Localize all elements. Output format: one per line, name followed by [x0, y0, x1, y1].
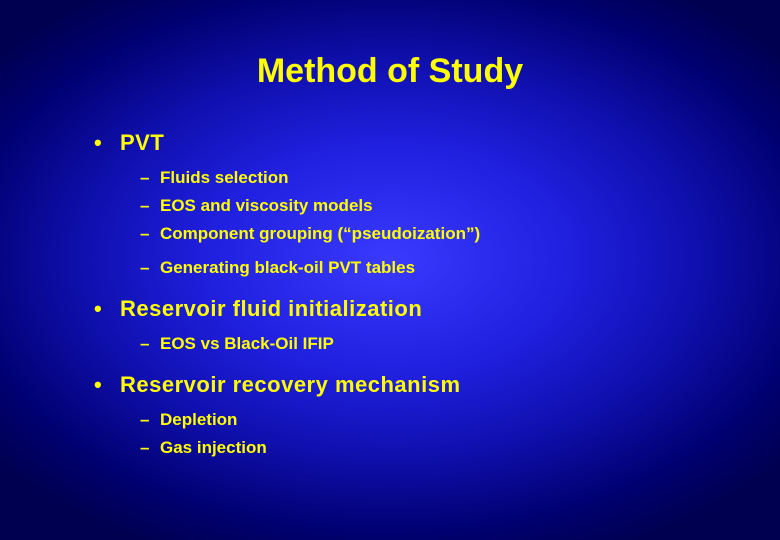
- sub-bullet: –Depletion: [140, 406, 720, 434]
- section-heading: Reservoir recovery mechanism: [120, 372, 461, 397]
- sub-bullet: –Component grouping (“pseudoization”): [140, 220, 720, 248]
- sub-item-text: EOS and viscosity models: [160, 196, 373, 215]
- bullet-dot-icon: •: [94, 296, 120, 322]
- sub-list: –Depletion –Gas injection: [140, 406, 720, 462]
- section-recovery-mech: •Reservoir recovery mechanism –Depletion…: [94, 372, 720, 462]
- section-heading: Reservoir fluid initialization: [120, 296, 422, 321]
- section-pvt: •PVT –Fluids selection –EOS and viscosit…: [94, 130, 720, 282]
- main-bullet: •Reservoir recovery mechanism: [94, 372, 720, 398]
- sub-item-text: Fluids selection: [160, 168, 288, 187]
- sub-bullet: –Fluids selection: [140, 164, 720, 192]
- main-bullet: •Reservoir fluid initialization: [94, 296, 720, 322]
- bullet-dot-icon: •: [94, 372, 120, 398]
- section-reservoir-init: •Reservoir fluid initialization –EOS vs …: [94, 296, 720, 358]
- sub-item-text: Gas injection: [160, 438, 267, 457]
- sub-bullet: –Generating black-oil PVT tables: [140, 254, 720, 282]
- dash-icon: –: [140, 164, 160, 192]
- dash-icon: –: [140, 406, 160, 434]
- dash-icon: –: [140, 220, 160, 248]
- section-heading: PVT: [120, 130, 164, 155]
- sub-list: –EOS vs Black-Oil IFIP: [140, 330, 720, 358]
- sub-item-text: Generating black-oil PVT tables: [160, 258, 415, 277]
- slide-content: •PVT –Fluids selection –EOS and viscosit…: [94, 130, 720, 476]
- sub-item-text: Component grouping (“pseudoization”): [160, 224, 480, 243]
- sub-item-text: EOS vs Black-Oil IFIP: [160, 334, 334, 353]
- sub-bullet: –EOS and viscosity models: [140, 192, 720, 220]
- dash-icon: –: [140, 254, 160, 282]
- sub-bullet: –EOS vs Black-Oil IFIP: [140, 330, 720, 358]
- dash-icon: –: [140, 192, 160, 220]
- bullet-dot-icon: •: [94, 130, 120, 156]
- dash-icon: –: [140, 434, 160, 462]
- dash-icon: –: [140, 330, 160, 358]
- slide: Method of Study •PVT –Fluids selection –…: [0, 0, 780, 540]
- slide-title: Method of Study: [0, 52, 780, 91]
- sub-item-text: Depletion: [160, 410, 237, 429]
- sub-list: –Fluids selection –EOS and viscosity mod…: [140, 164, 720, 282]
- sub-bullet: –Gas injection: [140, 434, 720, 462]
- main-bullet: •PVT: [94, 130, 720, 156]
